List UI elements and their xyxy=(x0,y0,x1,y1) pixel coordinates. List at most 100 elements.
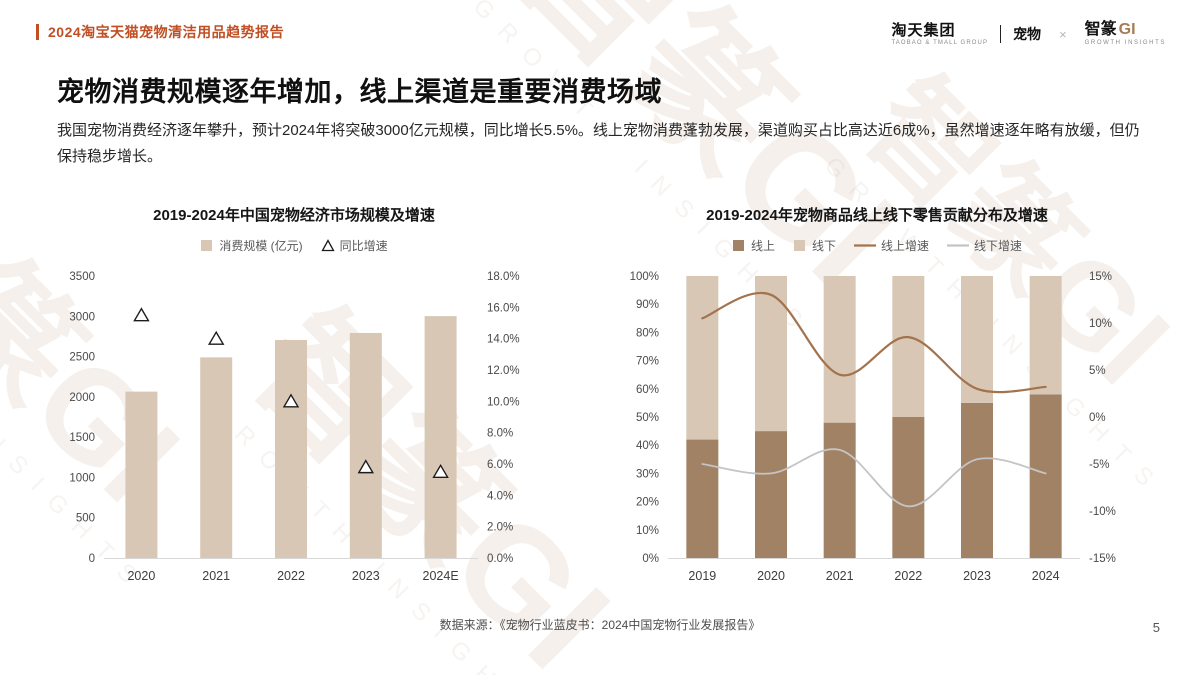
axis-label: 90% xyxy=(636,299,659,311)
scale-bar xyxy=(424,316,457,558)
channel-contribution-chart: 0% 10% 20% 30% 40% 50% 60% 70% 80% 90% 100% -15% -10… xyxy=(630,271,1116,583)
axis-label: 2021 xyxy=(202,569,230,583)
data-source: 数据来源：《宠物行业蓝皮书：2024中国宠物行业发展报告》 xyxy=(439,618,761,632)
triangle-legend-icon xyxy=(321,239,335,252)
axis-label: 60% xyxy=(636,384,659,396)
offline-bar-segment xyxy=(755,276,787,432)
report-title: 2024淘宝天猫宠物清洁用品趋势报告 xyxy=(48,24,285,40)
legend-label: 线上 xyxy=(750,239,775,253)
axis-label: 2024E xyxy=(423,569,459,583)
axis-label: 100% xyxy=(630,271,659,283)
legend-label: 同比增速 xyxy=(339,239,388,253)
legend-item: 同比增速 xyxy=(321,237,388,254)
gi-logo-zh: 智篆 xyxy=(1084,21,1117,38)
legend-label: 线下增速 xyxy=(974,239,1023,253)
axis-label: 0% xyxy=(642,553,659,565)
offline-bar-segment xyxy=(961,276,993,403)
growth-triangle-marker xyxy=(207,330,225,345)
online-bar-segment xyxy=(961,402,993,558)
legend-item: 线下增速 xyxy=(947,237,1022,254)
axis-label: 1500 xyxy=(69,432,95,444)
growth-triangle-marker xyxy=(357,459,375,474)
chart-legend: 线上 线下 线上增速 线下增速 xyxy=(612,237,1142,254)
offline-growth-line xyxy=(701,448,1047,508)
axis-label: 14.0% xyxy=(487,334,520,346)
scale-bar xyxy=(125,391,158,558)
chart-title: 2019-2024年宠物商品线上线下零售贡献分布及增速 xyxy=(706,207,1048,224)
axis-label: 2000 xyxy=(69,392,95,404)
gi-logo-subtext: GROWTH INSIGHTS xyxy=(1084,40,1166,46)
axis-label: 12.0% xyxy=(487,365,520,377)
market-scale-chart: 0 500 1000 1500 2000 2500 3000 3500 0.0% 2.0% 4.0%… xyxy=(69,271,520,583)
axis-label: 2500 xyxy=(69,352,95,364)
scale-bar xyxy=(275,339,307,558)
axis-label: 80% xyxy=(636,327,659,339)
report-title-block: 2024淘宝天猫宠物清洁用品趋势报告 xyxy=(36,22,284,42)
legend-item: 消费规模 (亿元) xyxy=(200,237,303,254)
axis-label: 50% xyxy=(636,412,659,424)
square-legend-icon xyxy=(732,240,744,251)
axis-label: 2020 xyxy=(127,569,155,583)
x-separator-icon: × xyxy=(1059,26,1067,42)
gi-logo: 智篆 GI GROWTH INSIGHTS xyxy=(1084,22,1166,47)
axis-label: 16.0% xyxy=(487,302,520,314)
axis-label: 2.0% xyxy=(487,522,513,534)
online-bar-segment xyxy=(686,439,719,558)
axis-label: 0.0% xyxy=(487,553,513,565)
taotian-logo-subtext: TAOBAO & TMALL GROUP xyxy=(891,39,989,46)
legend-label: 线下 xyxy=(811,239,836,253)
axis-label: 70% xyxy=(636,356,659,368)
axis-label: 2022 xyxy=(277,569,305,583)
axis-label: 2020 xyxy=(757,569,785,583)
axis-label: -5% xyxy=(1089,459,1109,471)
axis-label: 2023 xyxy=(352,569,380,583)
offline-bar-segment xyxy=(823,276,856,423)
growth-triangle-marker xyxy=(282,393,300,408)
chart-legend: 消费规模 (亿元) 同比增速 xyxy=(46,237,542,254)
page-title: 宠物消费规模逐年增加，线上渠道是重要消费场域 xyxy=(57,77,662,107)
chart-title: 2019-2024年中国宠物经济市场规模及增速 xyxy=(153,207,435,224)
axis-label: 40% xyxy=(636,440,659,452)
axis-label: 5% xyxy=(1089,365,1106,377)
axis-label: 2022 xyxy=(894,569,922,583)
axis-label: -15% xyxy=(1089,553,1116,565)
axis-label: 1000 xyxy=(69,472,95,484)
taotian-logo-text: 淘天集团 xyxy=(891,21,956,39)
line-legend-icon xyxy=(947,244,970,247)
axis-label: 6.0% xyxy=(487,459,513,471)
gi-logo-en: GI xyxy=(1118,21,1136,38)
channel-contribution-chart-block: 2019-2024年宠物商品线上线下零售贡献分布及增速 线上 线下 线上增速 线下增速… xyxy=(612,202,1142,599)
pet-logo-text: 宠物 xyxy=(1013,26,1042,42)
logo-group: 淘天集团 TAOBAO & TMALL GROUP 宠物 × 智篆 GI GROW… xyxy=(891,22,1166,47)
gi-logo-text: 智篆 GI xyxy=(1085,22,1166,38)
axis-label: 30% xyxy=(636,468,659,480)
online-bar-segment xyxy=(823,422,856,558)
offline-bar-segment xyxy=(686,276,719,440)
square-legend-icon xyxy=(201,240,213,251)
accent-bar xyxy=(36,24,39,40)
line-legend-icon xyxy=(854,244,876,247)
slide-header: 2024淘宝天猫宠物清洁用品趋势报告 淘天集团 TAOBAO & TMALL G… xyxy=(36,22,1166,46)
axis-label: 2023 xyxy=(963,569,991,583)
growth-triangle-marker xyxy=(432,463,449,479)
axis-label: 20% xyxy=(636,497,659,509)
online-growth-line xyxy=(701,291,1047,394)
axis-label: 3000 xyxy=(69,311,95,323)
legend-label: 消费规模 (亿元) xyxy=(219,239,303,253)
growth-triangle-marker xyxy=(133,307,150,322)
axis-label: 18.0% xyxy=(487,271,520,283)
square-legend-icon xyxy=(793,240,805,251)
axis-label: 8.0% xyxy=(487,428,513,440)
axis-label: 10% xyxy=(636,525,659,537)
axis-label: 2024 xyxy=(1032,569,1060,583)
scale-bar xyxy=(349,332,382,558)
axis-label: 500 xyxy=(76,513,95,525)
axis-label: 15% xyxy=(1089,271,1112,283)
offline-bar-segment xyxy=(892,276,925,417)
taotian-logo: 淘天集团 TAOBAO & TMALL GROUP xyxy=(891,23,988,46)
axis-label: 3500 xyxy=(69,271,95,283)
axis-label: 2021 xyxy=(826,569,854,583)
axis-label: 2019 xyxy=(688,569,716,583)
